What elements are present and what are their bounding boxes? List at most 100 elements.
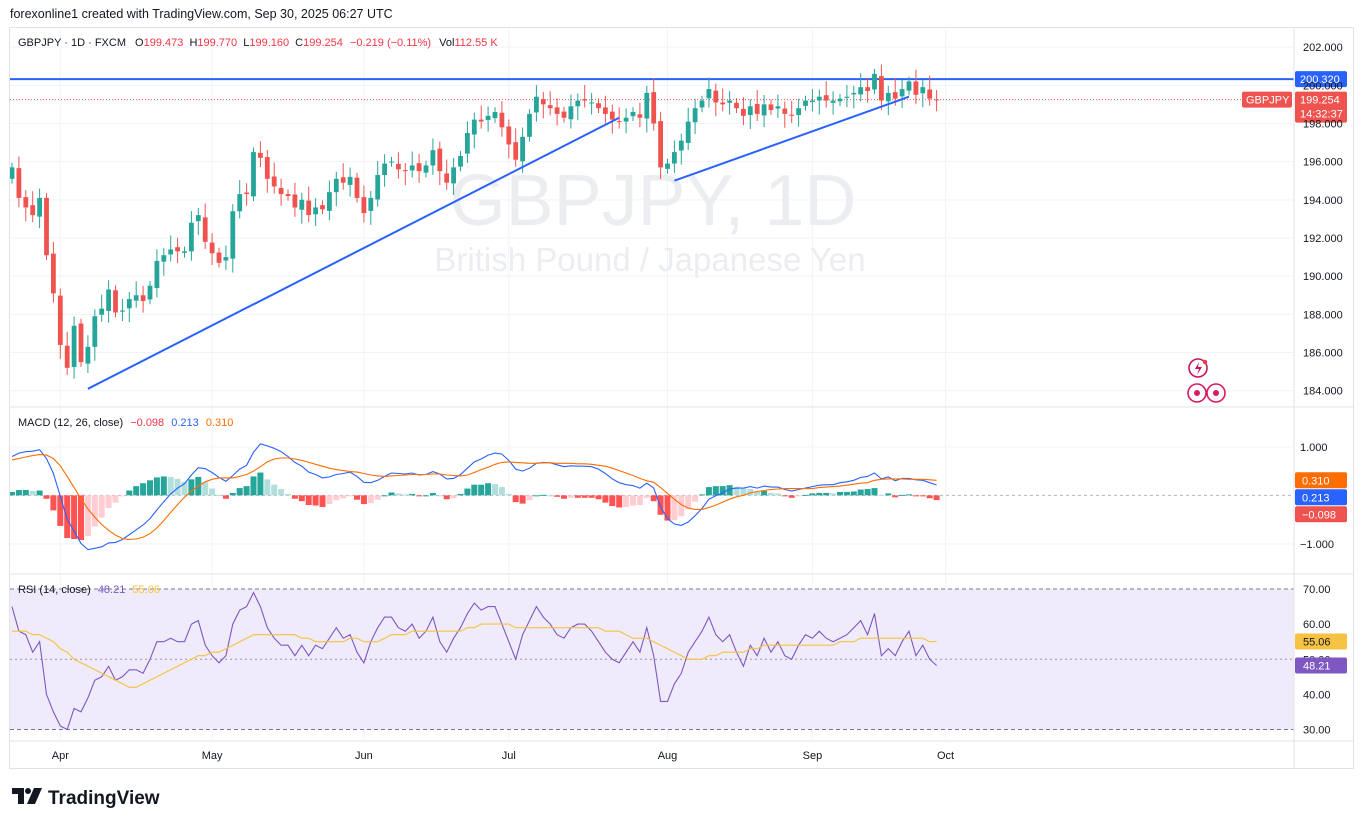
candle-body [195, 215, 201, 222]
macd-legend[interactable]: MACD (12, 26, close) −0.098 0.213 0.310 [18, 417, 233, 429]
events-icon[interactable] [1187, 383, 1226, 403]
candle-body [57, 295, 63, 345]
signal-value-tag: 0.310 [1302, 475, 1330, 487]
candle-body [485, 115, 491, 121]
watermark-title: GBPJPY, 1D [450, 161, 857, 241]
symbol-legend[interactable]: GBPJPY · 1D · FXCM O199.473 H199.770 L19… [18, 37, 498, 49]
macd-histogram-bar [222, 495, 229, 499]
macd-histogram-bar [354, 495, 360, 500]
candle-body [23, 197, 29, 208]
time-axis-label: Jul [502, 750, 516, 762]
candle-body [547, 105, 553, 109]
macd-histogram-bar [319, 495, 326, 507]
macd-histogram-bar [71, 495, 78, 540]
macd-histogram-bar [257, 472, 264, 496]
time-axis-label: May [202, 750, 223, 762]
macd-histogram-bar [871, 488, 878, 496]
tradingview-mark-icon [12, 787, 42, 810]
candle-body [382, 163, 387, 175]
macd-histogram-bar [50, 495, 57, 511]
candle-body [271, 176, 277, 187]
lightning-icon[interactable] [1188, 358, 1208, 378]
macd-histogram-bar [140, 483, 147, 496]
candle-body [913, 81, 919, 95]
rsi-tick-label: 30.00 [1303, 724, 1331, 736]
candle-body [278, 187, 284, 195]
volume-label: Vol [439, 37, 454, 49]
price-tick-label: 184.000 [1303, 386, 1343, 398]
macd-histogram-bar [712, 486, 719, 496]
macd-histogram-bar [43, 495, 50, 499]
macd-histogram-bar [429, 492, 436, 496]
macd-histogram-bar [360, 495, 367, 505]
candle-body [706, 89, 712, 99]
candle-body [458, 155, 463, 167]
macd-histogram-bar [464, 488, 471, 496]
macd-histogram-bar [788, 495, 795, 498]
macd-histogram-bar [857, 489, 864, 496]
macd-histogram-bar [685, 495, 692, 510]
macd-histogram-bar [912, 495, 919, 497]
macd-histogram-bar [933, 495, 940, 501]
macd-histogram-bar [264, 479, 271, 496]
change-value: −0.219 (−0.11%) [350, 37, 431, 49]
macd-histogram-bar [892, 495, 899, 498]
macd-histogram-bar [533, 495, 540, 497]
chart-canvas[interactable]: GBPJPY, 1D British Pound / Japanese Yen … [10, 28, 1353, 768]
macd-histogram-bar [402, 494, 409, 496]
macd-histogram-bar [147, 480, 153, 496]
macd-histogram-bar [540, 494, 547, 496]
candle-body [927, 89, 933, 99]
macd-histogram-bar [519, 495, 526, 504]
macd-histogram-bar [10, 491, 15, 496]
header-credit: forexonline1 created with TradingView.co… [10, 7, 393, 21]
candle-body [389, 161, 394, 163]
macd-axis: 1.000 −1.000 0.310 0.213 −0.098 [1295, 442, 1347, 551]
volume-value: 112.55 K [454, 37, 498, 49]
candle-body [409, 165, 415, 171]
tradingview-logo[interactable]: TradingView [12, 787, 160, 810]
rsi-legend[interactable]: RSI (14, close) 48.21 55.06 [18, 584, 160, 596]
candle-body [816, 96, 822, 101]
price-tick-label: 194.000 [1303, 195, 1343, 207]
macd-histogram-bar [119, 495, 126, 497]
candle-body [906, 81, 912, 91]
macd-histogram-bar [795, 495, 802, 497]
candle-body [361, 197, 367, 214]
candle-body [251, 152, 256, 197]
macd-histogram-bar [202, 482, 209, 496]
time-axis-label: Oct [937, 750, 954, 762]
rsi-ma-value-tag: 55.06 [1303, 636, 1331, 648]
candle-body [16, 168, 22, 198]
macd-histogram-bar [443, 495, 450, 500]
macd-histogram-bar [781, 495, 788, 497]
candle-body [402, 170, 408, 172]
macd-histogram-bar [498, 487, 505, 496]
chart-frame[interactable]: GBPJPY, 1D British Pound / Japanese Yen … [9, 27, 1354, 769]
macd-value-tag: 0.213 [1302, 492, 1330, 504]
macd-histogram-bar [636, 495, 643, 506]
price-tick-label: 196.000 [1303, 157, 1343, 169]
candle-body [340, 177, 346, 183]
macd-histogram-bar [340, 495, 347, 499]
rsi-tick-label: 40.00 [1303, 689, 1331, 701]
price-pane[interactable]: GBPJPY, 1D British Pound / Japanese Yen … [10, 28, 1347, 740]
macd-histogram-bar [505, 493, 512, 496]
macd-histogram-bar [850, 491, 857, 496]
price-tick-label: 188.000 [1303, 309, 1343, 321]
candle-body [796, 108, 801, 116]
candle-body [754, 103, 760, 114]
rsi-value-tag-box [1295, 657, 1347, 674]
macd-histogram-bar [450, 495, 457, 499]
macd-histogram-bar [15, 490, 22, 496]
macd-histogram-bar [160, 476, 167, 496]
time-axis[interactable]: Apr May Jun Jul Aug Sep Oct [52, 750, 954, 762]
candle-body [202, 217, 208, 242]
candle-body [520, 136, 525, 162]
macd-histogram-bar [643, 495, 650, 498]
macd-tick-label: 1.000 [1300, 442, 1328, 454]
macd-pane[interactable]: 1.000 −1.000 0.310 0.213 −0.098 MACD (12, 26… [10, 417, 1347, 551]
macd-histogram-bar [761, 490, 768, 496]
